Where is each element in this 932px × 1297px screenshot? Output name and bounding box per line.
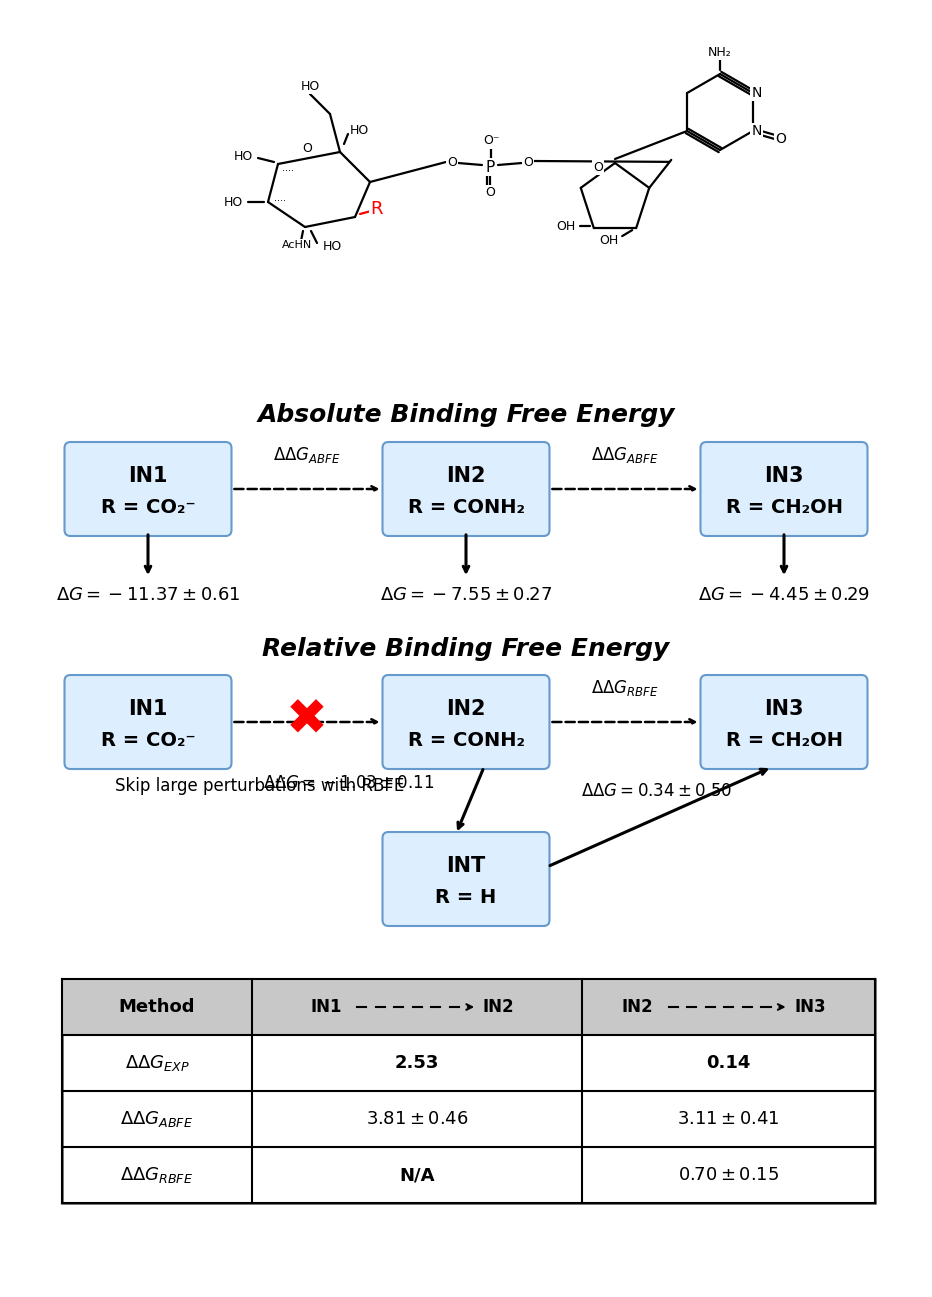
Text: ✖: ✖ — [286, 696, 328, 744]
Text: Absolute Binding Free Energy: Absolute Binding Free Energy — [257, 403, 675, 427]
Text: R = CO₂⁻: R = CO₂⁻ — [101, 498, 196, 516]
FancyBboxPatch shape — [382, 674, 550, 769]
Text: O: O — [485, 187, 495, 200]
Text: $\Delta\Delta G_{RBFE}$: $\Delta\Delta G_{RBFE}$ — [591, 678, 659, 698]
Bar — [62, 979, 875, 1204]
Text: P: P — [486, 160, 495, 175]
Text: R = CH₂OH: R = CH₂OH — [725, 498, 843, 516]
Text: $\Delta\Delta G = -1.03 \pm 0.11$: $\Delta\Delta G = -1.03 \pm 0.11$ — [263, 773, 434, 791]
Text: IN2: IN2 — [446, 699, 486, 719]
Text: $\Delta G = -4.45 \pm 0.29$: $\Delta G = -4.45 \pm 0.29$ — [698, 586, 870, 604]
Text: IN2: IN2 — [446, 466, 486, 486]
FancyBboxPatch shape — [64, 674, 231, 769]
Text: N/A: N/A — [399, 1166, 434, 1184]
Text: IN1: IN1 — [129, 466, 168, 486]
Text: IN2: IN2 — [622, 997, 653, 1016]
Text: OH: OH — [556, 219, 576, 232]
Text: $\Delta\Delta G_{ABFE}$: $\Delta\Delta G_{ABFE}$ — [273, 445, 341, 466]
Text: HO: HO — [323, 240, 342, 253]
Text: O: O — [302, 141, 312, 154]
Text: R = CONH₂: R = CONH₂ — [407, 730, 525, 750]
Text: HO: HO — [224, 196, 243, 209]
Text: O⁻: O⁻ — [484, 135, 500, 148]
Text: N: N — [752, 125, 762, 137]
FancyBboxPatch shape — [64, 442, 231, 536]
Text: Skip large perturbations with RBFE: Skip large perturbations with RBFE — [115, 777, 404, 795]
Text: $\Delta\Delta G_{EXP}$: $\Delta\Delta G_{EXP}$ — [125, 1053, 189, 1073]
FancyBboxPatch shape — [701, 674, 868, 769]
FancyBboxPatch shape — [382, 442, 550, 536]
Text: IN3: IN3 — [764, 466, 803, 486]
Text: IN1: IN1 — [310, 997, 342, 1016]
Text: OH: OH — [599, 233, 618, 246]
Text: $\Delta\Delta G_{ABFE}$: $\Delta\Delta G_{ABFE}$ — [591, 445, 659, 466]
FancyBboxPatch shape — [382, 831, 550, 926]
Text: N: N — [752, 86, 762, 100]
Text: HO: HO — [350, 123, 369, 136]
Text: $\Delta\Delta G = 0.34 \pm 0.50$: $\Delta\Delta G = 0.34 \pm 0.50$ — [581, 782, 733, 799]
Text: IN3: IN3 — [794, 997, 826, 1016]
Text: R: R — [371, 200, 383, 218]
Text: R = H: R = H — [435, 887, 497, 907]
Text: NH₂: NH₂ — [708, 45, 732, 58]
Text: INT: INT — [446, 856, 486, 875]
Text: $3.81 \pm 0.46$: $3.81 \pm 0.46$ — [365, 1110, 468, 1128]
Text: Relative Binding Free Energy: Relative Binding Free Energy — [263, 637, 669, 661]
Text: $0.70 \pm 0.15$: $0.70 \pm 0.15$ — [678, 1166, 779, 1184]
Text: O: O — [593, 161, 603, 174]
Text: R = CONH₂: R = CONH₂ — [407, 498, 525, 516]
Text: Method: Method — [118, 997, 195, 1016]
Text: ....: .... — [282, 163, 294, 173]
Text: O: O — [447, 156, 457, 169]
Text: AcHN: AcHN — [281, 240, 312, 250]
FancyBboxPatch shape — [701, 442, 868, 536]
Text: 2.53: 2.53 — [395, 1054, 439, 1073]
Text: ....: .... — [274, 193, 286, 204]
Text: O: O — [775, 132, 787, 147]
Text: $\Delta G = -7.55 \pm 0.27$: $\Delta G = -7.55 \pm 0.27$ — [380, 586, 552, 604]
Text: $\Delta G = -11.37 \pm 0.61$: $\Delta G = -11.37 \pm 0.61$ — [56, 586, 240, 604]
Bar — [62, 979, 875, 1035]
Text: HO: HO — [300, 79, 320, 92]
Text: O: O — [523, 156, 533, 169]
Text: $3.11 \pm 0.41$: $3.11 \pm 0.41$ — [678, 1110, 780, 1128]
Text: R = CH₂OH: R = CH₂OH — [725, 730, 843, 750]
Text: IN2: IN2 — [483, 997, 514, 1016]
Text: R = CO₂⁻: R = CO₂⁻ — [101, 730, 196, 750]
Text: $\Delta\Delta G_{ABFE}$: $\Delta\Delta G_{ABFE}$ — [120, 1109, 194, 1128]
Text: HO: HO — [234, 149, 253, 162]
Text: IN3: IN3 — [764, 699, 803, 719]
Text: IN1: IN1 — [129, 699, 168, 719]
Text: 0.14: 0.14 — [706, 1054, 750, 1073]
Text: $\Delta\Delta G_{RBFE}$: $\Delta\Delta G_{RBFE}$ — [120, 1165, 194, 1185]
